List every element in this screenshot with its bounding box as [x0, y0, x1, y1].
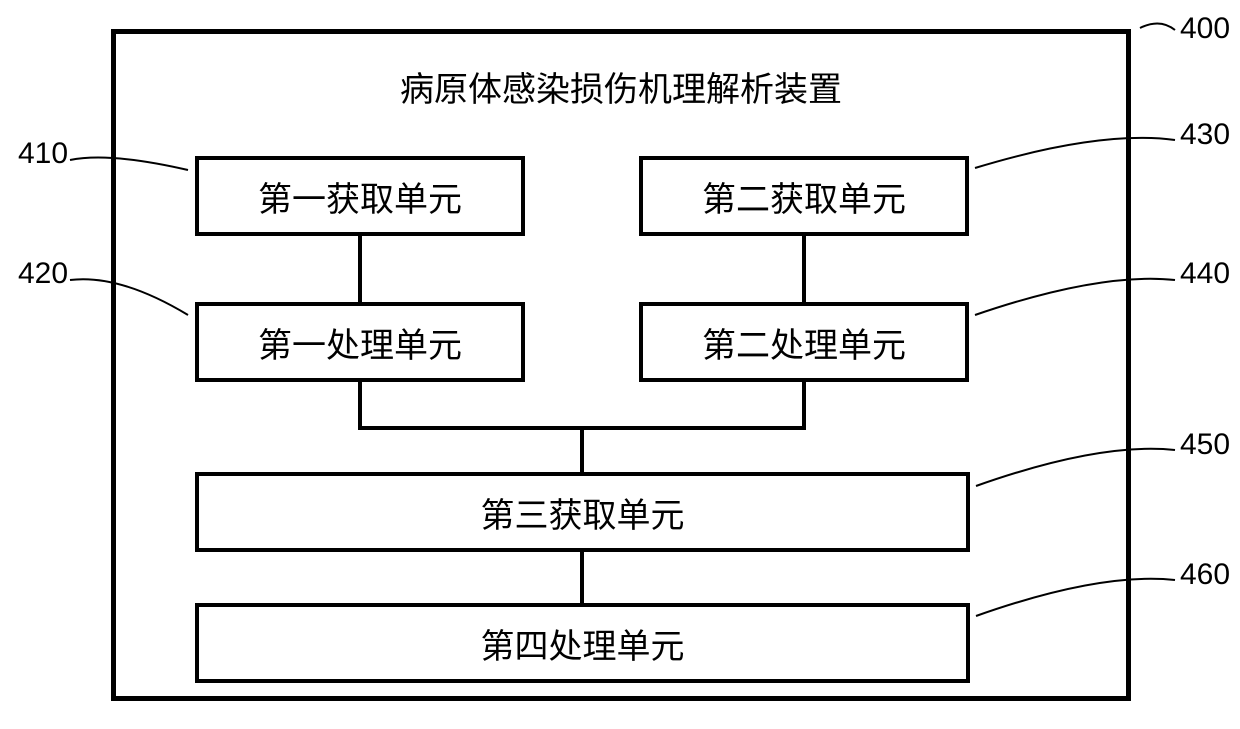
- callout-label-430: 430: [1180, 118, 1230, 152]
- diagram-canvas: 病原体感染损伤机理解析装置 第一获取单元第一处理单元 第二获取单元第二处理单元第三…: [0, 0, 1240, 729]
- outer-title: 病原体感染损伤机理解析装置: [400, 62, 842, 111]
- callout-label-420: 420: [18, 257, 68, 291]
- node-label-440: 第二处理单元: [702, 318, 906, 367]
- callout-label-460: 460: [1180, 558, 1230, 592]
- callout-label-400: 400: [1180, 12, 1230, 46]
- node-label-450: 第三获取单元: [481, 488, 685, 537]
- callout-leader-400: [1140, 23, 1175, 30]
- node-label-460: 第四处理单元: [481, 619, 685, 668]
- callout-label-450: 450: [1180, 428, 1230, 462]
- callout-label-440: 440: [1180, 257, 1230, 291]
- node-box-440: 第二处理单元: [639, 302, 969, 382]
- node-label-430: 第二获取单元: [702, 172, 906, 221]
- node-box-420: 第一处理单元: [195, 302, 525, 382]
- node-box-430: 第二获取单元: [639, 156, 969, 236]
- node-label-410: 第一获取单元: [258, 172, 462, 221]
- node-box-410: 第一获取单元: [195, 156, 525, 236]
- node-box-450: 第三获取单元: [195, 472, 970, 552]
- node-box-460: 第四处理单元: [195, 603, 970, 683]
- callout-label-410: 410: [18, 137, 68, 171]
- node-label-420: 第一处理单元: [258, 318, 462, 367]
